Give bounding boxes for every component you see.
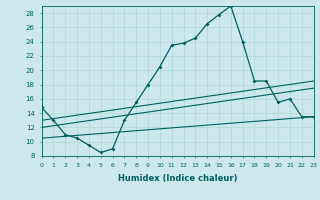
X-axis label: Humidex (Indice chaleur): Humidex (Indice chaleur) xyxy=(118,174,237,183)
